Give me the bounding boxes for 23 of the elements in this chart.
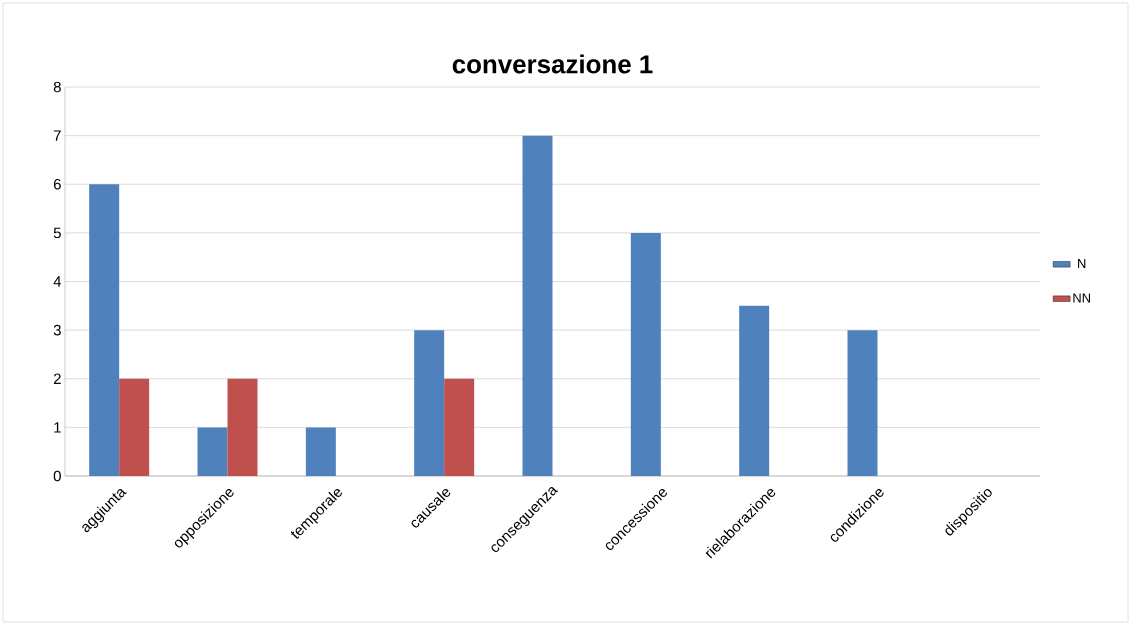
- y-tick-label: 3: [53, 324, 61, 336]
- bar: [197, 427, 228, 476]
- bar: [522, 135, 553, 476]
- bar: [739, 305, 770, 476]
- bar: [630, 232, 661, 476]
- legend-label: NN: [1073, 293, 1090, 303]
- y-tick-label: 4: [53, 276, 62, 287]
- y-tick-label: 2: [53, 373, 61, 384]
- y-tick-label: 0: [53, 470, 61, 482]
- y-tick-label: 8: [53, 81, 61, 93]
- bar: [119, 378, 150, 476]
- y-tick-label: 6: [53, 178, 61, 190]
- bar: [847, 330, 878, 476]
- y-tick-label: 7: [53, 130, 61, 141]
- bar: [305, 427, 336, 476]
- y-tick-label: 5: [53, 227, 61, 239]
- bar: [227, 378, 258, 476]
- legend-label: N: [1078, 259, 1086, 269]
- bar: [414, 330, 445, 476]
- chart-title: conversazione 1: [452, 54, 653, 74]
- bar: [444, 378, 475, 476]
- bar: [89, 184, 120, 476]
- y-tick-label: 1: [54, 422, 61, 433]
